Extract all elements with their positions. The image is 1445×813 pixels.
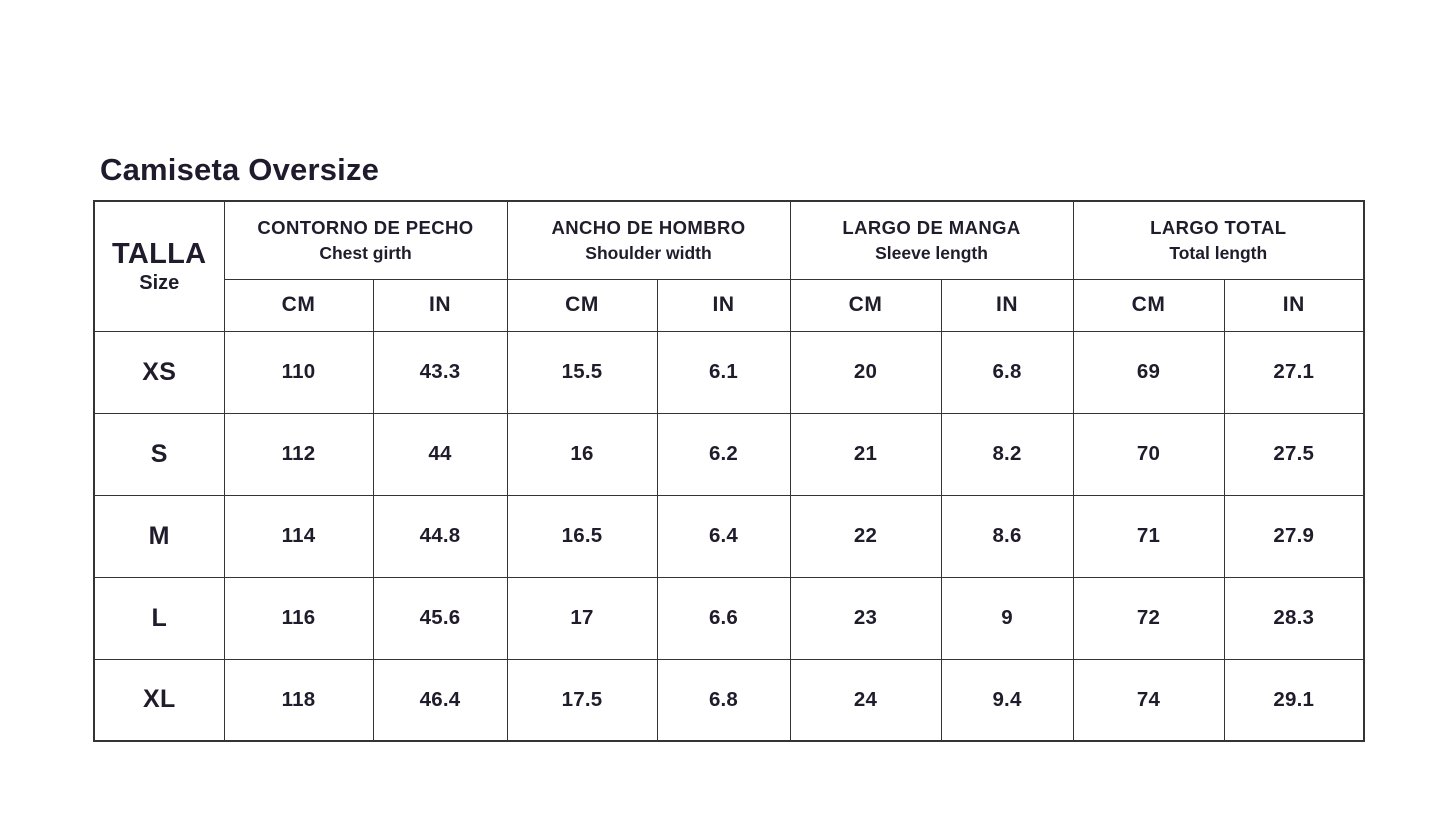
value-cell: 44 xyxy=(372,412,508,496)
group-label-en: Sleeve length xyxy=(875,243,988,264)
group-label-en: Shoulder width xyxy=(585,243,712,264)
size-chart-table: TALLA Size CONTORNO DE PECHO Chest girth… xyxy=(93,200,1366,742)
value-cell: 21 xyxy=(789,412,942,496)
table-row-l: L 116 45.6 17 6.6 23 9 72 28.3 xyxy=(93,576,1365,660)
size-chart-sheet: Camiseta Oversize TALLA Size CONTORNO DE… xyxy=(93,152,1366,742)
value-cell: 118 xyxy=(223,658,374,742)
unit-header-in: IN xyxy=(372,278,508,332)
value-cell: 45.6 xyxy=(372,576,508,660)
table-row-m: M 114 44.8 16.5 6.4 22 8.6 71 27.9 xyxy=(93,494,1365,578)
value-cell: 74 xyxy=(1072,658,1225,742)
size-column-header: TALLA Size xyxy=(93,200,225,332)
value-cell: 6.1 xyxy=(656,330,791,414)
value-cell: 8.2 xyxy=(940,412,1074,496)
group-label-es: LARGO DE MANGA xyxy=(842,216,1021,238)
value-cell: 29.1 xyxy=(1223,658,1365,742)
value-cell: 6.6 xyxy=(656,576,791,660)
value-cell: 17.5 xyxy=(506,658,658,742)
size-cell: L xyxy=(93,576,225,660)
group-label-es: ANCHO DE HOMBRO xyxy=(551,216,746,238)
value-cell: 9.4 xyxy=(940,658,1074,742)
column-group-total-length: LARGO TOTAL Total length xyxy=(1072,200,1365,280)
header-group-row: TALLA Size CONTORNO DE PECHO Chest girth… xyxy=(93,200,1365,332)
value-cell: 6.2 xyxy=(656,412,791,496)
value-cell: 8.6 xyxy=(940,494,1074,578)
value-cell: 70 xyxy=(1072,412,1225,496)
value-cell: 28.3 xyxy=(1223,576,1365,660)
size-cell: XS xyxy=(93,330,225,414)
size-header-en: Size xyxy=(139,271,180,294)
value-cell: 114 xyxy=(223,494,374,578)
value-cell: 17 xyxy=(506,576,658,660)
value-cell: 71 xyxy=(1072,494,1225,578)
value-cell: 9 xyxy=(940,576,1074,660)
value-cell: 43.3 xyxy=(372,330,508,414)
value-cell: 27.1 xyxy=(1223,330,1365,414)
value-cell: 6.4 xyxy=(656,494,791,578)
value-cell: 16.5 xyxy=(506,494,658,578)
size-cell: S xyxy=(93,412,225,496)
group-label-es: CONTORNO DE PECHO xyxy=(257,216,474,238)
unit-header-row: CM IN CM IN CM IN CM IN xyxy=(94,278,1365,332)
unit-header-cm: CM xyxy=(223,278,374,332)
value-cell: 110 xyxy=(223,330,374,414)
column-group-sleeve-length: LARGO DE MANGA Sleeve length xyxy=(789,200,1074,280)
value-cell: 22 xyxy=(789,494,942,578)
value-cell: 46.4 xyxy=(372,658,508,742)
value-cell: 23 xyxy=(789,576,942,660)
value-cell: 72 xyxy=(1072,576,1225,660)
value-cell: 15.5 xyxy=(506,330,658,414)
value-cell: 20 xyxy=(789,330,942,414)
table-row-xl: XL 118 46.4 17.5 6.8 24 9.4 74 29.1 xyxy=(93,658,1365,742)
table-row-s: S 112 44 16 6.2 21 8.2 70 27.5 xyxy=(93,412,1365,496)
value-cell: 27.5 xyxy=(1223,412,1365,496)
value-cell: 44.8 xyxy=(372,494,508,578)
group-label-en: Total length xyxy=(1169,243,1268,264)
value-cell: 116 xyxy=(223,576,374,660)
value-cell: 6.8 xyxy=(656,658,791,742)
value-cell: 27.9 xyxy=(1223,494,1365,578)
value-cell: 112 xyxy=(223,412,374,496)
value-cell: 16 xyxy=(506,412,658,496)
group-label-en: Chest girth xyxy=(319,243,412,264)
table-row-xs: XS 110 43.3 15.5 6.1 20 6.8 69 27.1 xyxy=(93,330,1365,414)
size-header-es: TALLA xyxy=(112,237,207,270)
page-title: Camiseta Oversize xyxy=(100,152,380,187)
unit-header-cm: CM xyxy=(1072,278,1225,332)
size-cell: M xyxy=(93,494,225,578)
value-cell: 6.8 xyxy=(940,330,1074,414)
column-group-chest-girth: CONTORNO DE PECHO Chest girth xyxy=(223,200,508,280)
unit-header-cm: CM xyxy=(506,278,658,332)
column-group-shoulder-width: ANCHO DE HOMBRO Shoulder width xyxy=(506,200,791,280)
unit-header-in: IN xyxy=(1223,278,1365,332)
unit-header-in: IN xyxy=(656,278,791,332)
value-cell: 24 xyxy=(789,658,942,742)
group-label-es: LARGO TOTAL xyxy=(1150,216,1287,238)
value-cell: 69 xyxy=(1072,330,1225,414)
unit-header-in: IN xyxy=(940,278,1074,332)
size-cell: XL xyxy=(93,658,225,742)
unit-header-cm: CM xyxy=(789,278,942,332)
